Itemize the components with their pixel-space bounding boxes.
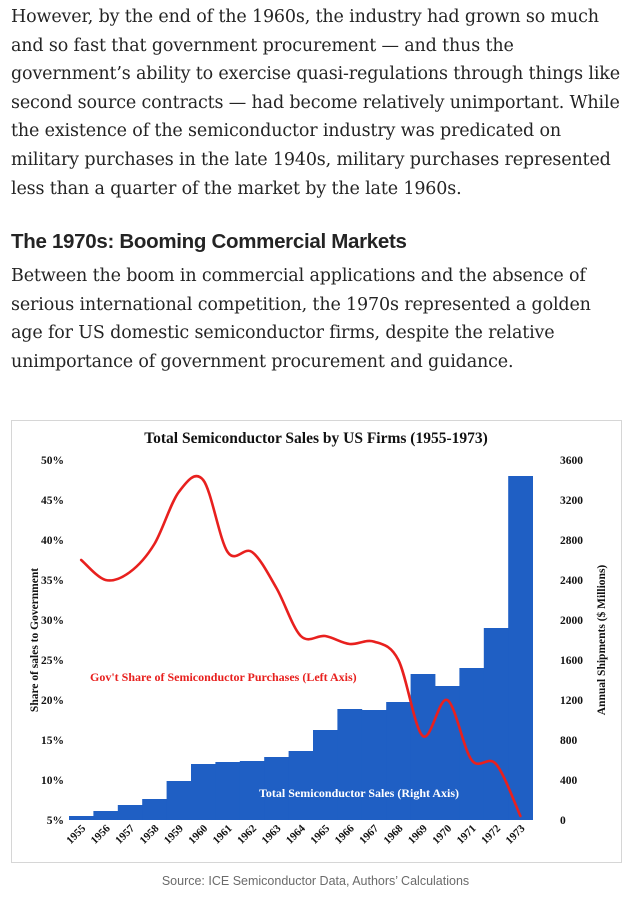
paragraph-text: Between the boom in commercial applicati… (11, 266, 591, 372)
left-tick-label: 35% (41, 575, 64, 587)
right-tick-label: 800 (560, 735, 578, 747)
left-tick-label: 40% (41, 535, 64, 547)
right-tick-label: 3200 (560, 495, 583, 507)
bar-1957 (117, 805, 143, 820)
x-tick-label: 1960 (186, 822, 210, 846)
chart-title: Total Semiconductor Sales by US Firms (1… (144, 430, 488, 447)
bar-1956 (93, 811, 119, 820)
line-series-label: Gov't Share of Semiconductor Purchases (… (90, 670, 357, 684)
bar-1961 (215, 762, 241, 820)
x-tick-label: 1957 (113, 822, 137, 846)
bar-1963 (264, 757, 289, 820)
bar-1966 (337, 709, 363, 820)
bar-1965 (313, 730, 338, 820)
x-tick-label: 1972 (479, 822, 503, 846)
bars-layer (69, 476, 533, 820)
x-tick-label: 1968 (381, 822, 405, 846)
article-paragraph-1: However, by the end of the 1960s, the in… (11, 3, 623, 203)
x-tick-label: 1964 (284, 822, 308, 846)
right-tick-label: 2800 (560, 535, 583, 547)
right-tick-label: 2000 (560, 615, 583, 627)
paragraph-text: However, by the end of the 1960s, the in… (11, 7, 620, 199)
left-tick-label: 10% (41, 775, 64, 787)
x-tick-label: 1969 (406, 822, 430, 846)
chart: Total Semiconductor Sales by US Firms (1… (29, 430, 608, 847)
left-tick-label: 30% (41, 615, 64, 627)
x-tick-label: 1955 (64, 822, 88, 846)
bar-1973 (508, 476, 533, 820)
x-tick-label: 1967 (357, 822, 381, 846)
x-tick-label: 1959 (162, 822, 186, 846)
right-tick-label: 2400 (560, 575, 583, 587)
right-tick-label: 3600 (560, 455, 583, 467)
left-axis-ticks: 5% 10% 15% 20% 25% 30% 35% 40% 45% 50% (41, 455, 64, 827)
bar-1958 (142, 799, 167, 820)
bar-1967 (361, 710, 387, 820)
left-tick-label: 50% (41, 455, 64, 467)
x-tick-label: 1970 (430, 822, 454, 846)
section-heading: The 1970s: Booming Commercial Markets (11, 230, 407, 253)
left-tick-label: 15% (41, 735, 64, 747)
left-tick-label: 25% (41, 655, 64, 667)
bar-1972 (483, 628, 509, 820)
bar-1962 (239, 761, 265, 820)
left-tick-label: 5% (47, 815, 64, 827)
x-axis-ticks: 1955 1956 1957 1958 1959 1960 1961 1962 1963 1964… (64, 822, 528, 846)
right-tick-label: 0 (560, 815, 566, 827)
left-tick-label: 20% (41, 695, 64, 707)
line-layer (79, 474, 522, 818)
bar-series-label: Total Semiconductor Sales (Right Axis) (259, 786, 459, 800)
x-tick-label: 1956 (89, 822, 113, 846)
x-tick-label: 1971 (455, 823, 479, 847)
bar-1960 (191, 764, 216, 820)
x-tick-label: 1962 (235, 822, 259, 846)
chart-figure: Total Semiconductor Sales by US Firms (1… (11, 420, 622, 863)
bar-1968 (386, 702, 411, 820)
x-tick-label: 1973 (503, 822, 527, 846)
bar-1959 (166, 781, 192, 820)
bar-1971 (459, 668, 485, 820)
article-paragraph-2: Between the boom in commercial applicati… (11, 262, 623, 376)
x-tick-label: 1961 (211, 823, 235, 847)
right-tick-label: 1200 (560, 695, 583, 707)
x-tick-label: 1965 (308, 822, 332, 846)
right-tick-label: 1600 (560, 655, 583, 667)
figure-caption: Source: ICE Semiconductor Data, Authors’… (161, 874, 470, 888)
bar-1955 (69, 816, 94, 820)
x-tick-label: 1966 (333, 822, 357, 846)
x-tick-label: 1958 (137, 822, 161, 846)
right-tick-label: 400 (560, 775, 578, 787)
bar-1964 (288, 751, 314, 820)
x-tick-label: 1963 (259, 822, 283, 846)
bar-1969 (410, 674, 436, 820)
left-axis-label: Share of sales to Government (29, 568, 41, 712)
right-axis-label: Annual Shipments ($ Millions) (595, 565, 608, 716)
left-tick-label: 45% (41, 495, 64, 507)
right-axis-ticks: 0 400 800 1200 1600 2000 2400 2800 3200 3600 (560, 455, 583, 827)
